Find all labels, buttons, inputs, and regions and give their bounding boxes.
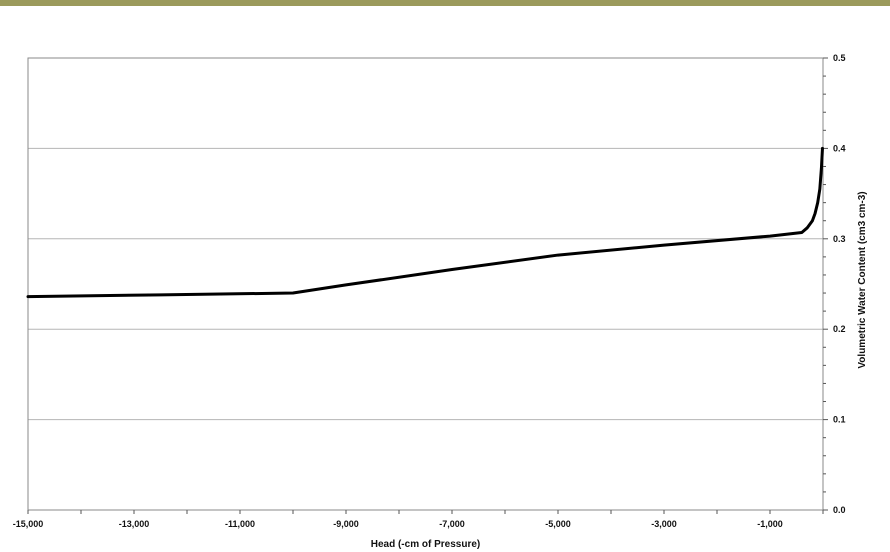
- x-tick-label: -9,000: [333, 519, 359, 529]
- x-axis-title: Head (-cm of Pressure): [371, 539, 480, 550]
- y-tick-label: 0.0: [833, 505, 846, 515]
- plot-area: [27, 57, 824, 511]
- y-tick-label: 0.4: [833, 143, 846, 153]
- series-layer: [26, 146, 824, 299]
- y-axis-title: Volumetric Water Content (cm3 cm-3): [857, 191, 868, 368]
- series-line: [26, 146, 824, 299]
- x-tick-label: -13,000: [119, 519, 150, 529]
- y-tick-label: 0.3: [833, 234, 846, 244]
- y-tick-label: 0.2: [833, 324, 846, 334]
- x-tick-label: -15,000: [13, 519, 44, 529]
- x-tick-label: -1,000: [757, 519, 783, 529]
- x-tick-label: -7,000: [439, 519, 465, 529]
- x-tick-label: -11,000: [225, 519, 255, 529]
- x-tick-label: -3,000: [651, 519, 677, 529]
- x-axis-ticks: -15,000 -13,000 -11,000 -9,000 -7,000 -5,000 -…: [13, 510, 824, 529]
- header-band: [0, 0, 890, 6]
- gridlines: [28, 147, 823, 421]
- x-tick-label: -5,000: [545, 519, 571, 529]
- y-tick-label: 0.1: [833, 415, 846, 425]
- y-axis-ticks: 0.0 0.1 0.2 0.3 0.4 0.5: [823, 53, 846, 515]
- y-tick-label: 0.5: [833, 53, 846, 63]
